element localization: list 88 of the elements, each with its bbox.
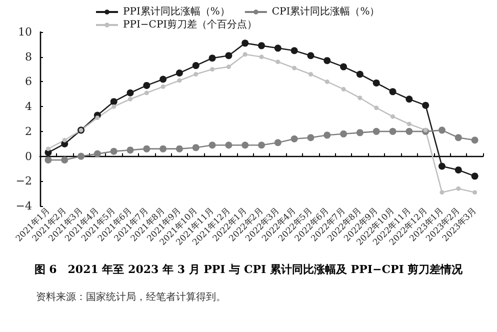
point [438, 162, 446, 170]
point [372, 128, 380, 135]
point [128, 96, 132, 102]
point [307, 52, 314, 60]
point [192, 62, 200, 70]
point [372, 79, 380, 86]
point [389, 128, 396, 135]
point [160, 84, 166, 89]
point [259, 54, 264, 60]
point [389, 88, 396, 96]
point [258, 42, 265, 50]
point [472, 190, 478, 195]
point [44, 156, 52, 164]
point [274, 44, 282, 52]
point [46, 146, 50, 152]
y-tick-label: 10 [18, 26, 32, 38]
point [208, 142, 216, 149]
point [356, 70, 364, 78]
point [110, 98, 118, 106]
point [225, 142, 232, 149]
text: 资料来源：国家统计局，经笔者计算得到。 [36, 290, 226, 304]
point [438, 126, 446, 134]
point [225, 52, 232, 60]
y-tick-label: 6 [25, 75, 32, 88]
point [160, 76, 167, 83]
point [276, 60, 280, 64]
point [471, 136, 478, 144]
point [242, 52, 248, 57]
point [208, 54, 216, 62]
point [242, 40, 249, 47]
point [324, 57, 331, 64]
point [454, 166, 462, 174]
y-tick-label: −4 [16, 200, 32, 212]
point [340, 63, 348, 70]
point [390, 114, 396, 119]
legend-label: PPI−CPI剪刀差（个百分点） [123, 18, 258, 30]
point [307, 134, 314, 142]
point [61, 156, 68, 164]
point [94, 150, 101, 158]
point [62, 138, 67, 142]
point [110, 148, 118, 155]
point [242, 142, 249, 149]
point [406, 128, 413, 135]
y-tick-label: 8 [25, 50, 32, 64]
point [374, 106, 379, 110]
point [356, 129, 364, 136]
point [143, 82, 150, 89]
point [144, 90, 149, 96]
y-tick-label: 2 [25, 124, 32, 138]
point [177, 78, 182, 83]
point [423, 128, 428, 132]
text: 图 6 2021 年至 2023 年 3 月 PPI 与 CPI 累计同比涨幅及 PPI−CPI 剪刀差情况 [33, 262, 464, 277]
y-tick-label: −2 [16, 174, 32, 188]
point [274, 139, 282, 146]
point [143, 145, 150, 152]
point [341, 86, 346, 92]
legend-label: CPI累计同比涨幅（%） [272, 6, 380, 18]
point [440, 190, 444, 195]
point [358, 96, 362, 100]
point [290, 47, 298, 54]
point [406, 96, 413, 103]
point [471, 172, 478, 180]
y-tick-label: 0 [25, 150, 32, 163]
point [95, 116, 100, 120]
point [258, 142, 265, 149]
point [126, 89, 134, 96]
point [78, 152, 85, 160]
point [324, 132, 331, 139]
point [454, 134, 462, 142]
point [126, 146, 134, 154]
point [226, 64, 231, 70]
point [406, 122, 412, 126]
point [112, 104, 116, 109]
point [290, 135, 298, 142]
point [176, 145, 183, 152]
point [292, 66, 297, 70]
legend-label: PPI累计同比涨幅（%） [123, 6, 230, 18]
point [456, 186, 461, 191]
y-tick-label: 4 [25, 100, 32, 114]
point [160, 145, 167, 152]
point [194, 72, 198, 77]
point [324, 79, 330, 84]
point [422, 102, 430, 109]
point [340, 130, 348, 138]
point [192, 144, 200, 152]
point [308, 72, 313, 77]
point [210, 67, 215, 72]
point [176, 70, 183, 77]
